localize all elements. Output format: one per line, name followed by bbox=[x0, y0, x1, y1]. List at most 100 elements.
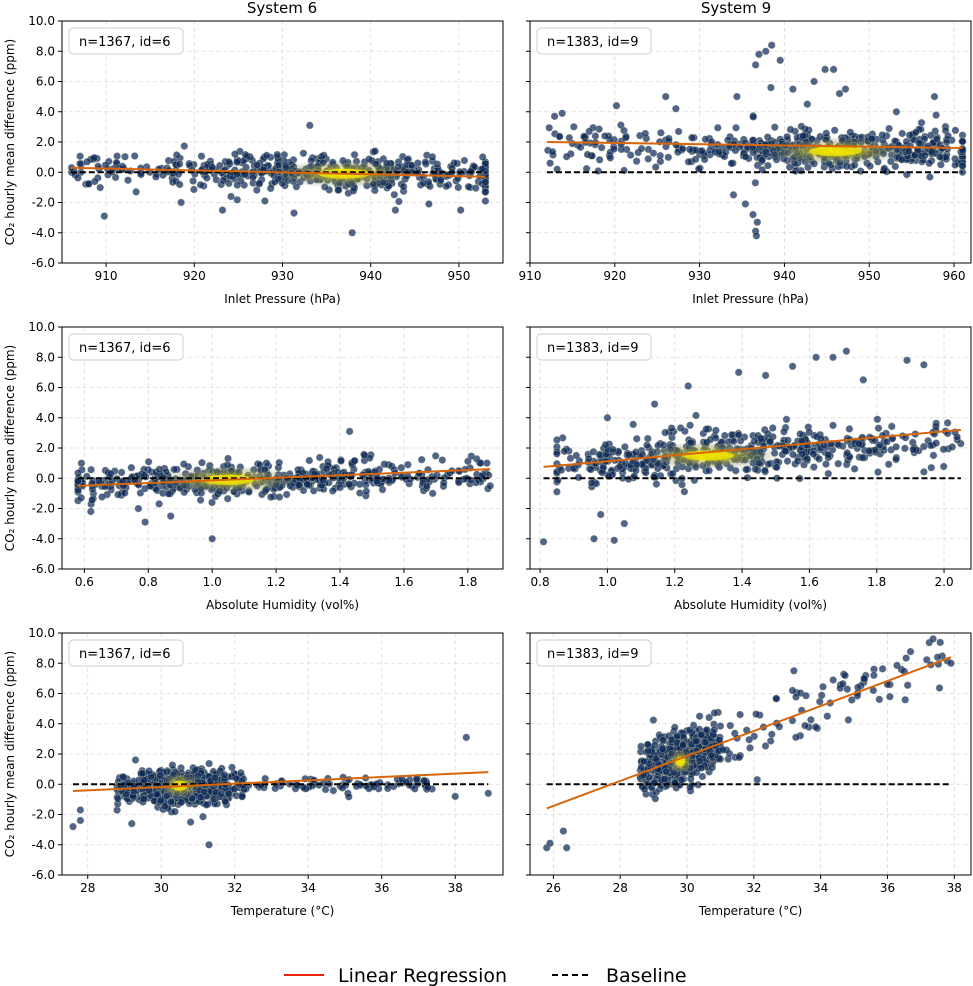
data-point bbox=[802, 691, 810, 700]
data-point bbox=[716, 722, 725, 730]
data-point bbox=[196, 496, 205, 504]
data-point bbox=[843, 449, 851, 457]
data-point bbox=[230, 785, 239, 793]
data-point bbox=[810, 463, 818, 471]
y-tick-label: -2.0 bbox=[32, 502, 55, 516]
data-point bbox=[797, 122, 806, 131]
data-point bbox=[691, 155, 700, 164]
data-point bbox=[878, 131, 887, 139]
data-point bbox=[74, 174, 82, 182]
data-point bbox=[186, 818, 195, 826]
data-point bbox=[152, 790, 161, 799]
data-point bbox=[944, 132, 952, 140]
data-point bbox=[238, 792, 246, 801]
data-point bbox=[114, 794, 122, 803]
data-point bbox=[841, 85, 850, 93]
data-point bbox=[746, 744, 754, 752]
data-point bbox=[228, 763, 236, 772]
data-point bbox=[417, 455, 426, 464]
annotation-frame bbox=[536, 27, 652, 55]
data-point bbox=[175, 180, 184, 189]
data-point bbox=[140, 795, 148, 803]
data-point bbox=[920, 468, 928, 476]
data-point bbox=[892, 455, 900, 464]
x-tick-label: 28 bbox=[80, 881, 95, 895]
data-point bbox=[678, 144, 687, 153]
data-point bbox=[850, 465, 859, 473]
data-point bbox=[758, 156, 767, 164]
data-point bbox=[225, 158, 233, 166]
x-tick-label: 1.2 bbox=[267, 575, 286, 589]
data-point bbox=[935, 684, 944, 692]
x-tick-label: 1.6 bbox=[394, 575, 413, 589]
data-point bbox=[901, 696, 909, 704]
data-point bbox=[155, 500, 163, 508]
data-point bbox=[733, 92, 741, 101]
x-tick-label: 0.8 bbox=[139, 575, 158, 589]
data-point bbox=[662, 767, 670, 776]
x-tick-label: 940 bbox=[773, 269, 796, 283]
data-point bbox=[761, 466, 769, 475]
annotation-frame bbox=[536, 639, 652, 667]
data-point bbox=[88, 496, 96, 504]
x-tick-label: 940 bbox=[359, 269, 382, 283]
data-point bbox=[305, 456, 314, 465]
chart-panel-1: 910 920 930 940 950 -6.0 -4.0 -2.0 0.0 2.0 4.0 6.0 8… bbox=[3, 14, 504, 306]
legend: Linear Regression Baseline bbox=[284, 965, 687, 986]
data-point bbox=[217, 790, 226, 798]
y-tick-label: 4.0 bbox=[36, 105, 55, 119]
data-point bbox=[90, 177, 99, 186]
data-point bbox=[873, 415, 882, 424]
data-point bbox=[677, 776, 686, 784]
data-point bbox=[672, 104, 680, 113]
data-point bbox=[892, 108, 901, 116]
data-point bbox=[585, 127, 593, 136]
data-point bbox=[546, 159, 554, 167]
data-point bbox=[610, 145, 618, 153]
data-point bbox=[349, 187, 358, 195]
data-point bbox=[77, 459, 86, 467]
data-point bbox=[784, 436, 792, 445]
data-point bbox=[844, 716, 853, 724]
data-point bbox=[622, 133, 630, 142]
data-point bbox=[249, 173, 257, 182]
data-point bbox=[345, 427, 354, 436]
data-point bbox=[903, 356, 911, 365]
annotation-box: n=1383, id=9 bbox=[536, 639, 652, 667]
data-point bbox=[590, 535, 598, 543]
data-point bbox=[753, 775, 761, 784]
data-point bbox=[953, 433, 961, 441]
data-point bbox=[345, 775, 353, 784]
data-point bbox=[815, 455, 823, 463]
data-point bbox=[633, 435, 641, 443]
scatter-points bbox=[539, 347, 965, 546]
regression-line bbox=[72, 771, 489, 793]
grid bbox=[62, 20, 503, 264]
data-point bbox=[860, 674, 868, 683]
data-point bbox=[834, 459, 842, 468]
data-point bbox=[380, 460, 389, 468]
x-tick-label: 34 bbox=[301, 881, 316, 895]
data-point bbox=[729, 191, 738, 199]
data-point bbox=[885, 124, 893, 133]
data-point bbox=[736, 710, 744, 719]
data-point bbox=[262, 151, 271, 160]
data-point bbox=[539, 538, 548, 546]
data-point bbox=[299, 149, 308, 158]
annotation-text: n=1367, id=6 bbox=[79, 35, 171, 50]
legend-regression-label: Linear Regression bbox=[338, 965, 507, 986]
data-point bbox=[606, 154, 615, 162]
y-tick-label: -2.0 bbox=[32, 808, 55, 822]
data-point bbox=[321, 785, 330, 794]
data-point bbox=[888, 422, 896, 431]
data-point bbox=[939, 462, 948, 471]
data-point bbox=[926, 173, 934, 181]
data-point bbox=[404, 460, 412, 469]
data-point bbox=[625, 451, 633, 459]
data-point bbox=[712, 426, 720, 435]
data-point bbox=[644, 145, 653, 154]
data-point bbox=[883, 438, 891, 446]
data-point bbox=[942, 138, 951, 146]
data-point bbox=[644, 747, 652, 755]
data-point bbox=[617, 140, 625, 149]
